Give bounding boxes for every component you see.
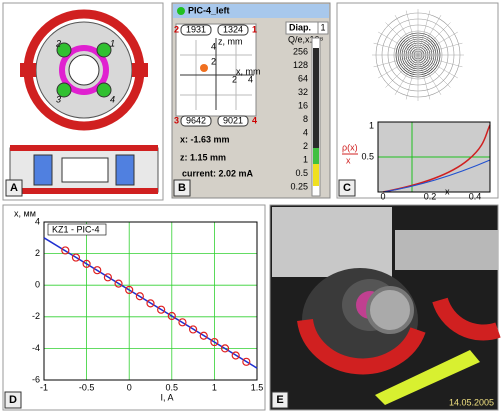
point bbox=[157, 305, 166, 314]
signal: 1324 bbox=[223, 24, 243, 34]
tick-label: 2 bbox=[232, 74, 237, 84]
y-axis-label: x, мм bbox=[14, 208, 36, 218]
panel-c: ρ(x) x 1 0.5 0 0.2 0.4 x C bbox=[336, 2, 499, 201]
x-tick-label: -1 bbox=[40, 382, 48, 392]
y-tick-label: 2 bbox=[35, 248, 40, 258]
point bbox=[189, 325, 198, 334]
point bbox=[103, 273, 113, 282]
x-tick-label: 1.5 bbox=[251, 382, 264, 392]
polar-spoke bbox=[373, 42, 463, 68]
panel-label: A bbox=[10, 182, 18, 194]
tick-label: 2 bbox=[211, 56, 216, 66]
drawing-label: 4 bbox=[110, 94, 115, 104]
panel-label: E bbox=[276, 394, 283, 406]
point bbox=[242, 357, 251, 366]
point bbox=[93, 266, 102, 275]
point bbox=[210, 337, 219, 347]
window-title: PIC-4_left bbox=[188, 5, 230, 15]
x-label: x bbox=[445, 186, 450, 196]
y-tick-label: -6 bbox=[32, 374, 40, 384]
scale-label: 64 bbox=[298, 73, 308, 83]
panel-e: E 14.05.2005 bbox=[269, 204, 501, 411]
y-tick-label: -2 bbox=[32, 311, 40, 321]
panel-a: A 1 2 3 4 bbox=[2, 2, 164, 201]
polar-plot bbox=[372, 9, 464, 101]
panel-b: PIC-4_left 2 1 3 4 1931 1324 9642 9021 z… bbox=[171, 2, 331, 199]
corner-label: 2 bbox=[174, 24, 179, 34]
z-readout: z: 1.15 mm bbox=[180, 152, 226, 162]
x-axis-label: I, A bbox=[161, 392, 174, 402]
scale-label: 16 bbox=[298, 100, 308, 110]
tick-label: 4 bbox=[248, 74, 253, 84]
tick-label: 0.5 bbox=[361, 151, 374, 161]
diap-label: Diap. bbox=[289, 22, 311, 32]
current: current: 2.02 mA bbox=[182, 168, 254, 178]
point bbox=[199, 331, 208, 340]
scale-label: 1 bbox=[303, 154, 308, 164]
scale-label: 4 bbox=[303, 127, 308, 137]
scale-label: 32 bbox=[298, 87, 308, 97]
y-tick-label: 4 bbox=[35, 216, 40, 226]
x-readout: x: -1.63 mm bbox=[180, 134, 230, 144]
point bbox=[167, 311, 176, 321]
point bbox=[178, 318, 187, 327]
signal: 1931 bbox=[186, 24, 206, 34]
scale-label: 0.25 bbox=[290, 181, 308, 191]
point bbox=[146, 299, 155, 308]
chart-title: KZ1 - PIC-4 bbox=[52, 224, 100, 234]
tick-label: 0 bbox=[380, 191, 385, 201]
plot-frame bbox=[43, 221, 258, 381]
point bbox=[114, 279, 123, 288]
axis-label: x, mm bbox=[236, 66, 261, 76]
x-tick-label: 0.5 bbox=[166, 382, 179, 392]
panel-label: B bbox=[178, 182, 186, 194]
legend-label: x bbox=[346, 155, 351, 165]
scale-title: Q/e,x10⁸ bbox=[288, 34, 324, 44]
drawing-label: 2 bbox=[55, 38, 61, 48]
axis-label: z, mm bbox=[218, 36, 243, 46]
signal: 9021 bbox=[223, 115, 243, 125]
photo-date: 14.05.2005 bbox=[449, 397, 494, 407]
tick-label: 0.2 bbox=[424, 191, 437, 201]
scale-label: 0.5 bbox=[295, 168, 308, 178]
point bbox=[135, 292, 144, 301]
y-tick-label: -4 bbox=[32, 343, 40, 353]
tick-label: 0.4 bbox=[469, 191, 482, 201]
corner-label: 3 bbox=[174, 115, 179, 125]
panel-label: C bbox=[343, 182, 351, 194]
scale-label: 128 bbox=[293, 60, 308, 70]
point bbox=[231, 351, 240, 360]
corner-label: 4 bbox=[252, 115, 257, 125]
diap-value: 1 bbox=[320, 22, 325, 32]
x-tick-label: 0 bbox=[127, 382, 132, 392]
x-tick-label: 1 bbox=[212, 382, 217, 392]
legend-label: ρ(x) bbox=[342, 142, 358, 152]
signal: 9642 bbox=[186, 115, 206, 125]
scale-label: 256 bbox=[293, 46, 308, 56]
scale: 256 128 64 32 16 8 4 2 1 0.5 0.25 bbox=[290, 46, 308, 191]
title-box bbox=[47, 223, 107, 236]
y-tick-label: 0 bbox=[35, 280, 40, 290]
panel-label: D bbox=[9, 394, 17, 406]
corner-label: 1 bbox=[252, 24, 257, 34]
scale-label: 2 bbox=[303, 141, 308, 151]
tick-label: 4 bbox=[211, 41, 216, 51]
point bbox=[71, 253, 81, 262]
tick-label: 1 bbox=[369, 120, 374, 130]
point bbox=[220, 344, 230, 353]
point bbox=[82, 259, 91, 268]
point bbox=[61, 246, 70, 255]
drawing-label: 3 bbox=[56, 94, 61, 104]
panel-d: -1 -0.5 0 0.5 1 1.5 -6 -4 -2 0 2 4 KZ1 - PIC-4 x, мм I… bbox=[2, 204, 266, 411]
x-tick-label: -0.5 bbox=[79, 382, 95, 392]
scale-label: 8 bbox=[303, 114, 308, 124]
drawing-label: 1 bbox=[110, 38, 115, 48]
panel-label-box bbox=[4, 391, 22, 409]
point bbox=[125, 285, 134, 295]
